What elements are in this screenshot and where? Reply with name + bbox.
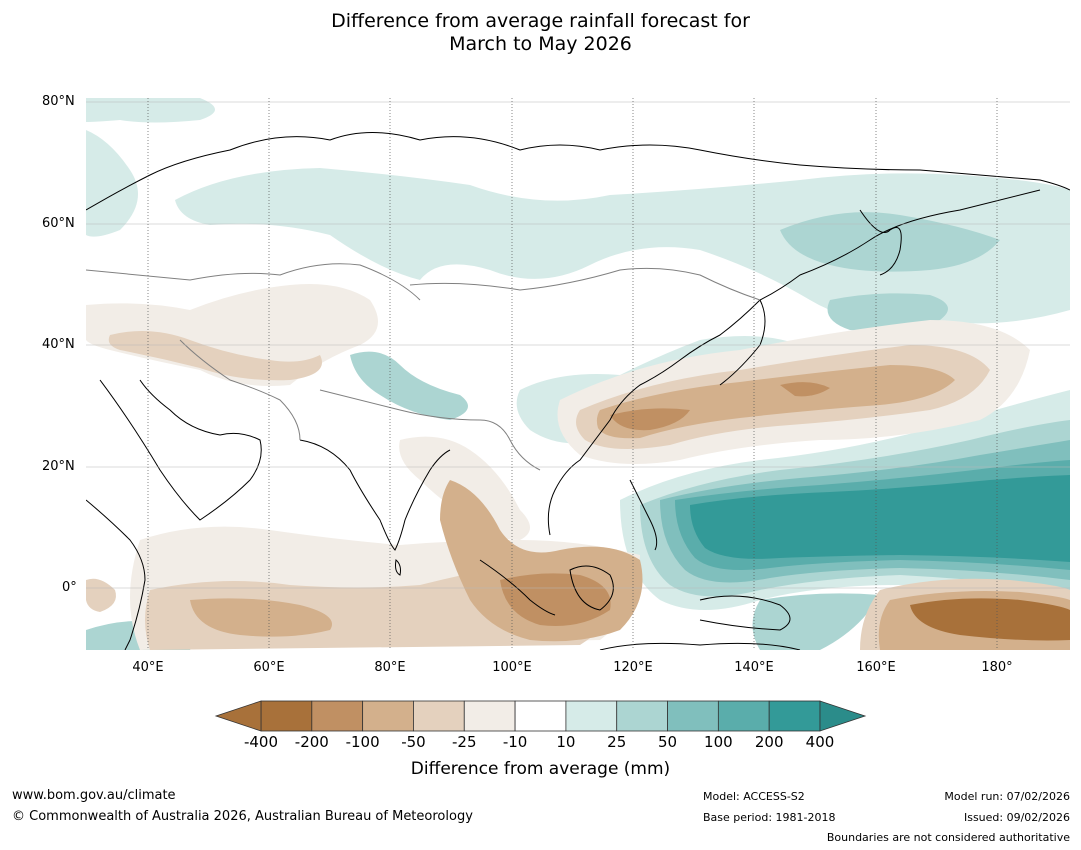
colorbar-swatch-3 [413,700,465,732]
dry-zone-maritime [190,598,332,637]
coast-new-guinea [699,595,791,631]
colorbar-swatch-5 [514,700,567,732]
latitude-lines [86,101,1070,589]
wet-zone-pacific-south [752,593,880,650]
wet-zone-arctic-north [86,98,215,123]
graticule [86,98,1070,650]
border-china-mongolia [409,267,761,301]
country-borders [86,263,761,471]
rainfall-anomaly-map [86,98,1070,650]
colorbar-swatches [260,700,821,732]
wet-zone-pacific-max [690,475,1070,562]
wet-zone-okhotsk [780,212,1000,272]
colorbar-tick-7: 25 [607,733,627,751]
colorbar-tick-1: -200 [294,733,329,751]
longitude-lines [147,98,998,650]
coast-east-asia [547,189,1041,536]
model-run-date: Model run: 07/02/2026 [944,790,1070,803]
title-line-2: March to May 2026 [449,33,632,55]
coast-sri-lanka [395,559,401,576]
lat-label-80n: 80°N [42,94,75,109]
coast-eurasia-north [86,132,1070,211]
colorbar-tick-11: 400 [805,733,835,751]
colorbar-tick-2: -100 [345,733,380,751]
dry-zone-north-pacific-max [780,382,830,397]
wetter-regions [86,98,1070,650]
coast-borneo [569,565,614,611]
wet-zone-tibet [350,351,468,420]
coast-sumatra [479,559,556,616]
colorbar-swatch-2 [362,700,414,732]
coast-kamchatka [859,209,902,276]
dry-zone-pacific-south-core [910,598,1070,641]
lon-label-120e: 120°E [613,660,653,675]
colorbar-tick-10: 200 [754,733,784,751]
coast-africa-east [86,499,146,650]
lon-label-100e: 100°E [492,660,532,675]
dry-zone-africa [86,578,116,612]
colorbar-label: Difference from average (mm) [410,759,671,779]
dry-zone-south-china-max [610,408,690,431]
colorbar-tick-4: -25 [452,733,477,751]
copyright-text: © Commonwealth of Australia 2026, Austra… [12,809,473,824]
colorbar-swatch-6 [565,700,618,732]
colorbar-tick-0: -400 [243,733,279,751]
lon-label-40e: 40°E [132,660,164,675]
issued-date: Issued: 09/02/2026 [963,811,1070,824]
wet-zone-arctic-west [86,130,138,237]
coast-india [299,439,451,551]
title-line-1: Difference from average rainfall forecas… [331,10,750,32]
coast-arabia [99,379,262,521]
dry-zone-indonesia-core [500,573,611,626]
colorbar-swatch-4 [463,700,516,732]
lon-label-160e: 160°E [856,660,896,675]
colorbar-tick-9: 100 [704,733,733,751]
dry-zone-south-china-core [596,365,955,439]
lon-label-60e: 60°E [253,660,285,675]
dry-zone-central-asia-core [108,331,322,381]
colorbar-extend-low [214,700,262,732]
colorbar-tick-6: 10 [556,733,576,751]
lon-label-180: 180° [981,660,1013,675]
colorbar-tick-3: -50 [401,733,426,751]
colorbar-tick-5: -10 [502,733,528,751]
coast-philippines [629,479,658,551]
lon-label-80e: 80°E [374,660,406,675]
coast-australia-north [599,642,801,650]
base-period: Base period: 1981-2018 [703,811,836,824]
border-central-asia [86,263,421,301]
colorbar-swatch-7 [616,700,668,732]
drier-regions [86,284,1070,650]
lat-label-20n: 20°N [42,459,75,474]
colorbar-swatch-9 [717,700,770,732]
colorbar-swatch-0 [260,700,313,732]
website-link[interactable]: www.bom.gov.au/climate [12,788,176,803]
lat-label-0: 0° [62,580,77,595]
colorbar-extend-high [819,700,867,732]
wet-zone-siberia [175,168,1070,324]
lat-label-60n: 60°N [42,216,75,231]
chart-title: Difference from average rainfall forecas… [0,10,1081,56]
lon-label-140e: 140°E [734,660,774,675]
colorbar-tick-8: 50 [657,733,678,751]
colorbar-swatch-1 [311,700,364,732]
colorbar-swatch-8 [667,700,719,732]
colorbar-swatch-10 [768,700,821,732]
model-name: Model: ACCESS-S2 [703,790,805,803]
lat-label-40n: 40°N [42,337,75,352]
border-iran [179,339,301,441]
boundary-disclaimer: Boundaries are not considered authoritat… [826,831,1070,844]
border-himalaya [319,389,541,471]
